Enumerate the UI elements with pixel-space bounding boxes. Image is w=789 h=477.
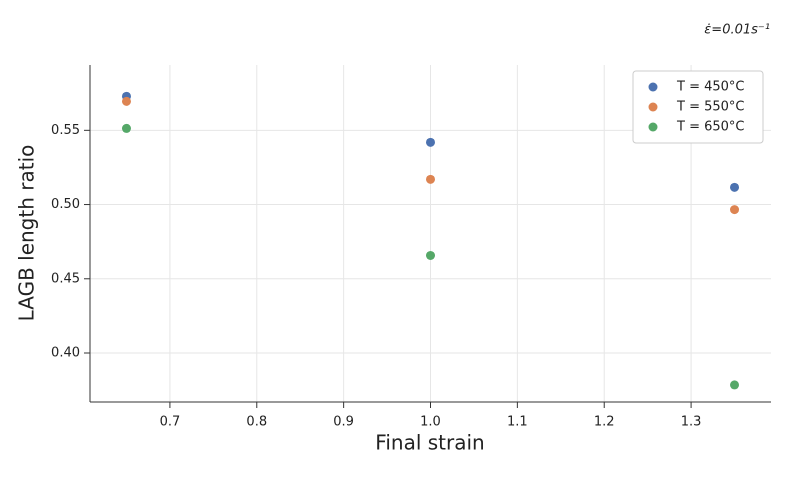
legend-marker xyxy=(648,122,658,132)
x-tick-label: 1.0 xyxy=(420,415,441,430)
point xyxy=(121,123,131,133)
y-tick-label: 0.45 xyxy=(51,271,80,286)
point xyxy=(730,205,740,215)
y-tick-label: 0.40 xyxy=(51,346,80,361)
y-tick-label: 0.50 xyxy=(51,197,80,212)
legend-label: T = 650°C xyxy=(676,120,745,135)
x-tick-label: 0.7 xyxy=(160,415,181,430)
legend-label: T = 550°C xyxy=(676,100,745,115)
legend-marker xyxy=(648,82,658,92)
point xyxy=(426,250,435,260)
x-tick-label: 1.3 xyxy=(681,415,702,430)
point xyxy=(730,380,740,390)
legend-box xyxy=(632,70,764,144)
x-axis-label: Final strain xyxy=(375,431,484,455)
legend-marker xyxy=(648,102,658,112)
x-tick-label: 1.1 xyxy=(507,415,528,430)
point xyxy=(426,137,435,147)
legend-label: T = 450°C xyxy=(676,80,745,95)
point xyxy=(426,174,435,184)
y-tick-label: 0.55 xyxy=(51,123,80,138)
point xyxy=(121,96,131,106)
x-tick-label: 0.8 xyxy=(246,415,267,430)
x-tick-label: 1.2 xyxy=(594,415,615,430)
y-axis-label: LAGB length ratio xyxy=(15,145,39,322)
x-tick-label: 0.9 xyxy=(333,415,354,430)
annotation: ε̇=0.01s⁻¹ xyxy=(704,23,770,38)
point xyxy=(730,182,740,192)
